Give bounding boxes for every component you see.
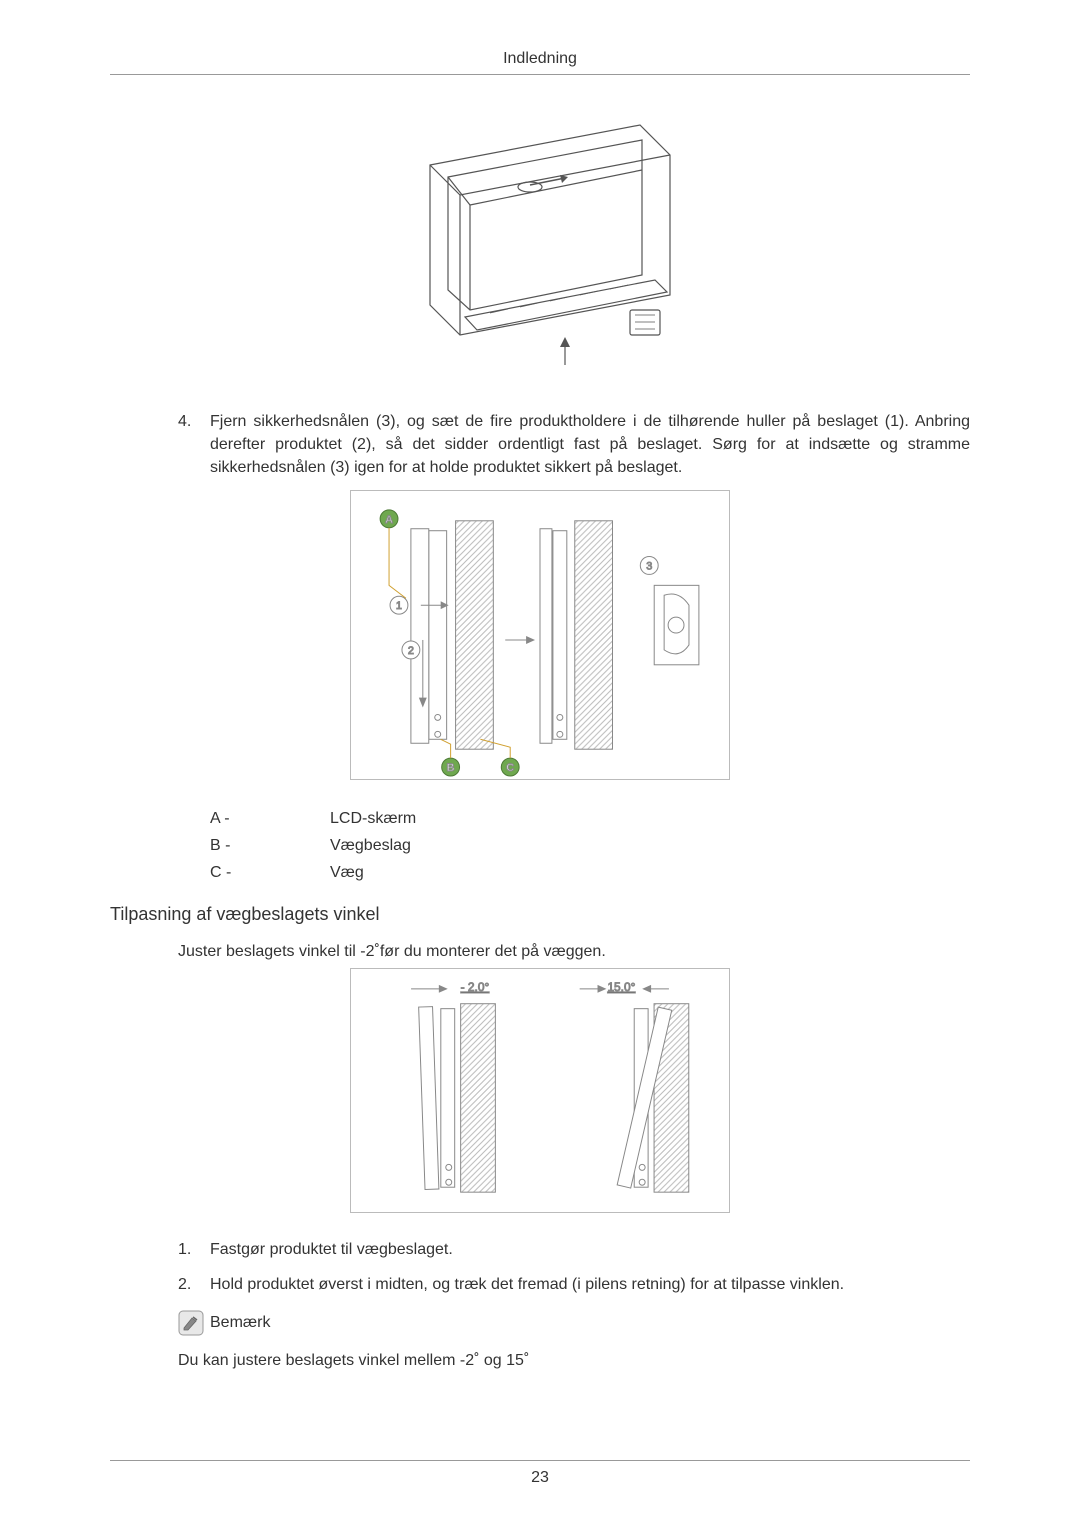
note-row: Bemærk [178, 1310, 970, 1336]
page-header: Indledning [110, 50, 970, 75]
step-2-number: 2. [178, 1273, 210, 1296]
step-2: 2. Hold produktet øverst i midten, og tr… [178, 1273, 970, 1296]
step-4-text: Fjern sikkerhedsnålen (3), og sæt de fir… [210, 410, 970, 480]
diagram2-label-3: 3 [646, 560, 652, 572]
diagram2-marker-B: B [447, 762, 455, 774]
note-text: Du kan justere beslagets vinkel mellem -… [178, 1350, 970, 1372]
legend-key-B: B - [210, 832, 330, 859]
step-4: 4. Fjern sikkerhedsnålen (3), og sæt de … [178, 410, 970, 480]
legend-row-A: A - LCD-skærm [210, 805, 970, 832]
legend-row-B: B - Vægbeslag [210, 832, 970, 859]
figure-angle-adjustment: - 2.0° 15.0° [110, 968, 970, 1218]
diagram2-marker-A: A [385, 513, 393, 525]
page-footer: 23 [110, 1460, 970, 1487]
diagram3-label-left: - 2.0° [461, 979, 490, 993]
step-1-text: Fastgør produktet til vægbeslaget. [210, 1238, 970, 1261]
section-intro: Juster beslagets vinkel til -2˚før du mo… [178, 941, 970, 963]
legend-table: A - LCD-skærm B - Vægbeslag C - Væg [210, 805, 970, 887]
diagram3-label-right: 15.0° [607, 979, 635, 993]
legend-value-C: Væg [330, 859, 364, 886]
legend-value-B: Vægbeslag [330, 832, 411, 859]
figure-isometric-display [110, 115, 970, 390]
figure-wall-mount-labeled: 1 2 3 A [110, 490, 970, 785]
legend-row-C: C - Væg [210, 859, 970, 886]
step-1: 1. Fastgør produktet til vægbeslaget. [178, 1238, 970, 1261]
legend-key-A: A - [210, 805, 330, 832]
header-title: Indledning [503, 50, 577, 67]
diagram2-label-1: 1 [396, 600, 402, 612]
note-label: Bemærk [210, 1314, 270, 1332]
page-number: 23 [531, 1469, 549, 1486]
note-icon [178, 1310, 204, 1336]
legend-key-C: C - [210, 859, 330, 886]
diagram2-label-2: 2 [408, 644, 414, 656]
section-heading: Tilpasning af vægbeslagets vinkel [110, 904, 970, 925]
step-4-number: 4. [178, 410, 210, 480]
step-1-number: 1. [178, 1238, 210, 1261]
legend-value-A: LCD-skærm [330, 805, 416, 832]
diagram2-marker-C: C [506, 762, 514, 774]
step-2-text: Hold produktet øverst i midten, og træk … [210, 1273, 970, 1296]
